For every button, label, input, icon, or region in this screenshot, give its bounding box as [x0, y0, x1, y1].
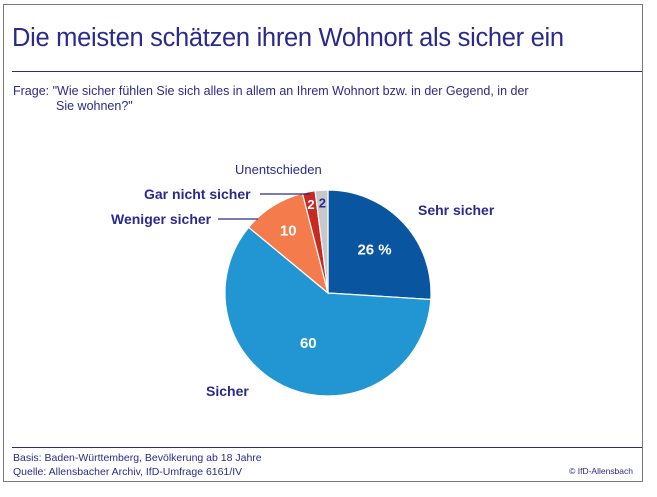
chart-frame	[3, 4, 643, 482]
pie-slice-unentschieden	[314, 189, 329, 294]
title-divider	[12, 71, 642, 72]
value-label-sehr-sicher: 26 %	[357, 241, 391, 258]
category-label-sicher: Sicher	[206, 383, 249, 399]
chart-title: Die meisten schätzen ihren Wohnort als s…	[12, 24, 564, 52]
survey-question: Frage: "Wie sicher fühlen Sie sich alles…	[13, 84, 613, 114]
source-note: Quelle: Allensbacher Archiv, IfD-Umfrage…	[13, 466, 243, 478]
category-label-weniger-sicher: Weniger sicher	[111, 211, 212, 227]
question-line-2: Sie wohnen?"	[56, 99, 133, 113]
pie-category-labels: Sehr sicher Sicher Weniger sicher Gar ni…	[111, 162, 495, 399]
question-line-1: Frage: "Wie sicher fühlen Sie sich alles…	[13, 84, 529, 98]
category-label-unentschieden: Unentschieden	[235, 162, 322, 177]
category-label-sehr-sicher: Sehr sicher	[418, 202, 495, 218]
value-label-unentschieden: 2	[319, 196, 326, 211]
footer-divider	[12, 447, 642, 448]
pie-slice-sehr-sicher	[327, 189, 432, 301]
category-label-gar-nicht-sicher: Gar nicht sicher	[144, 186, 251, 202]
footer-notes: Basis: Baden-Württemberg, Bevölkerung ab…	[13, 451, 262, 479]
pie-slices	[224, 189, 432, 397]
pie-slice-sicher	[224, 226, 432, 397]
pie-value-labels: 26 % 60 10 2 2	[280, 196, 392, 352]
value-label-weniger-sicher: 10	[280, 222, 297, 239]
basis-note: Basis: Baden-Württemberg, Bevölkerung ab…	[13, 452, 262, 464]
value-label-sicher: 60	[300, 335, 317, 352]
value-label-gar-nicht-sicher: 2	[307, 197, 314, 212]
copyright-note: © IfD-Allensbach	[569, 466, 633, 476]
